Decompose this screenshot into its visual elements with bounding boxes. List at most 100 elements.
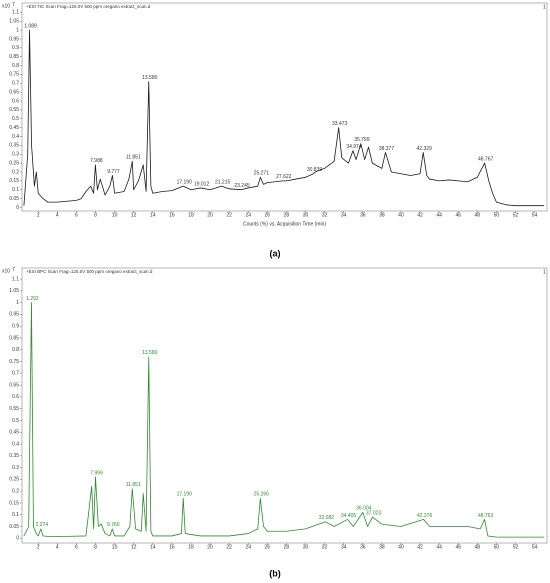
peak-label: 21.215 [215,179,231,185]
x-tick-label: 14 [150,212,156,218]
chart-panel: +ESI TIC Scan Frag=125.0V 500 ppm oregan… [2,2,548,258]
x-tick-label: 4 [56,212,59,218]
y-tick-label: 0.45 [9,430,19,436]
x-tick-label: 10 [112,544,118,550]
x-tick-label: 44 [436,212,442,218]
chart-title: +ESI TIC Scan Frag=125.0V 500 ppm oregan… [26,4,151,9]
y-tick-label: 0.15 [9,500,19,506]
y-tick-label: 0.25 [9,477,19,483]
x-tick-label: 34 [341,212,347,218]
peak-label: 32.082 [319,515,335,521]
y-tick-label: 0.75 [9,72,19,78]
x-tick-label: 16 [169,544,175,550]
y-tick-label: 0.4 [12,134,19,140]
x-tick-label: 24 [245,544,251,550]
y-multiplier: x10 [2,268,10,274]
x-tick-label: 28 [284,544,290,550]
y-tick-label: 0.15 [9,178,19,184]
chart-panel: +ESI BPC Scan Frag=125.0V 500 ppm oregan… [2,267,548,578]
panel-label: (b) [269,568,281,578]
y-tick-label: 1 [16,27,19,33]
x-tick-label: 52 [513,212,519,218]
y-tick-label: 0.2 [12,169,19,175]
peak-label: 1.292 [26,296,39,302]
y-tick-label: 1.05 [9,19,19,25]
y-tick-label: 0.9 [12,45,19,51]
peak-label: 9.777 [107,169,120,175]
y-tick-label: 0.75 [9,359,19,365]
x-tick-label: 40 [398,212,404,218]
x-tick-label: 34 [341,544,347,550]
x-tick-label: 50 [494,544,500,550]
y-tick-label: 0.4 [12,441,19,447]
y-tick-label: 0.45 [9,125,19,131]
y-tick-label: 0.05 [9,524,19,530]
y-tick-label: 0 [16,205,19,211]
x-tick-label: 30 [303,212,309,218]
peak-label: 27.622 [276,174,292,180]
x-tick-label: 50 [494,212,500,218]
x-tick-label: 14 [150,544,156,550]
trace [23,29,545,207]
peak-label: 25.271 [254,171,270,177]
x-tick-label: 12 [131,544,137,550]
x-tick-label: 48 [475,544,481,550]
x-tick-label: 2 [37,544,40,550]
x-tick-label: 18 [188,544,194,550]
y-tick-label: 0.1 [12,187,19,193]
y-exponent: 7 [12,267,15,273]
corner-label: 1 [543,269,546,275]
plot-frame [21,267,548,544]
x-tick-label: 24 [245,212,251,218]
plot-frame [21,2,548,212]
y-tick-label: 0.55 [9,406,19,412]
y-tick-label: 0.3 [12,465,19,471]
peak-label: 42.329 [417,146,433,152]
x-tick-label: 4 [56,544,59,550]
x-tick-label: 42 [417,544,423,550]
y-tick-label: 0.3 [12,152,19,158]
x-tick-label: 44 [436,544,442,550]
peak-label: 37.023 [366,510,382,516]
x-tick-label: 22 [226,544,232,550]
peak-label: 30.839 [307,167,323,173]
peak-label: 17.190 [177,179,193,185]
y-tick-label: 0.8 [12,63,19,69]
peak-label: 2.274 [36,522,49,528]
peak-label: 48.763 [478,513,494,519]
peak-label: 38.377 [379,146,395,152]
x-tick-label: 8 [94,212,97,218]
y-tick-label: 0.65 [9,382,19,388]
x-tick-label: 30 [303,544,309,550]
y-tick-label: 0.6 [12,394,19,400]
x-tick-label: 40 [398,544,404,550]
peak-label: 23.245 [234,183,250,189]
peak-label: 11.851 [126,155,141,161]
peak-label: 36.004 [356,506,372,512]
y-tick-label: 0 [16,536,19,542]
peak-label: 9.760 [107,522,120,528]
y-tick-label: 0.7 [12,371,19,377]
y-tick-label: 0.1 [12,512,19,518]
peak-label: 17.190 [177,492,193,498]
x-tick-label: 16 [169,212,175,218]
y-tick-label: 0.95 [9,36,19,42]
peak-label: 7.988 [90,158,103,164]
peak-label: 19.012 [194,181,210,187]
x-tick-label: 10 [112,212,118,218]
y-tick-label: 1.05 [9,288,19,294]
x-tick-label: 20 [207,212,213,218]
x-tick-label: 42 [417,212,423,218]
trace [23,302,545,538]
peak-label: 11.851 [126,482,141,488]
peak-label: 35.799 [354,137,370,143]
x-tick-label: 26 [265,544,271,550]
y-tick-label: 0.85 [9,335,19,341]
y-tick-label: 0.8 [12,347,19,353]
y-tick-label: 0.35 [9,143,19,149]
x-tick-label: 54 [532,544,538,550]
x-tick-label: 6 [75,544,78,550]
x-tick-label: 18 [188,212,194,218]
x-tick-label: 52 [513,544,519,550]
corner-label: 1 [543,4,546,10]
